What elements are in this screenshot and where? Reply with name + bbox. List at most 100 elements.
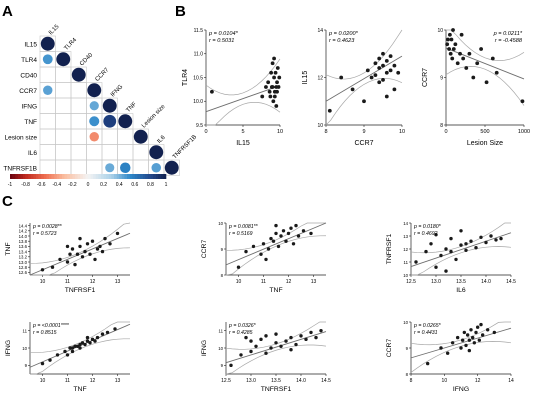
heatmap-grid-cell <box>70 97 87 114</box>
stat-annotation: r = 0.5169 <box>229 231 253 237</box>
y-tick-label: 9 <box>221 363 224 368</box>
data-point <box>479 47 483 51</box>
y-axis-label: CCR7 <box>386 339 393 358</box>
data-point <box>470 335 475 340</box>
confidence-band-upper <box>205 58 281 96</box>
data-point <box>475 61 480 66</box>
confidence-band-lower <box>225 235 327 276</box>
data-point <box>55 353 60 357</box>
data-point <box>396 70 401 75</box>
data-point <box>40 361 45 366</box>
stat-annotation: r = 0.4692 <box>414 231 438 237</box>
confidence-band-upper <box>29 321 130 354</box>
data-point <box>464 242 468 246</box>
regression-line <box>225 331 327 364</box>
data-point <box>381 63 385 68</box>
x-tick-label: 5 <box>241 129 244 135</box>
x-tick-label: 10 <box>277 129 283 135</box>
colorbar-segment <box>56 174 60 179</box>
data-point <box>70 247 75 251</box>
x-tick-label: 14 <box>508 378 514 384</box>
data-point <box>388 68 393 73</box>
heatmap-row-label: CD40 <box>20 73 37 80</box>
y-tick-label: 12 <box>317 75 323 81</box>
stat-annotation: p = 0.0200* <box>328 31 359 37</box>
data-point <box>275 66 280 70</box>
heatmap-diagonal-label: IL6 <box>157 134 168 145</box>
y-tick-label: 9.5 <box>196 123 203 129</box>
data-point <box>449 249 453 254</box>
scatter-plot-8: 12.5 13.0 13.5 14.0 14.5 9 10 11 p = 0.0326*r = … <box>201 321 331 393</box>
colorbar-segment <box>137 174 141 179</box>
x-tick-label: 500 <box>480 129 489 135</box>
stat-annotation: p = 0.0326* <box>228 323 257 329</box>
data-point <box>50 265 55 269</box>
data-point <box>93 339 97 343</box>
data-point <box>90 239 95 243</box>
heatmap-correlation-circle <box>133 129 148 144</box>
data-point <box>289 335 293 340</box>
data-point <box>63 349 67 354</box>
y-tick-label: 8 <box>440 123 443 129</box>
data-point <box>98 244 102 249</box>
data-point <box>492 330 497 335</box>
data-point <box>261 242 266 246</box>
stat-annotation: p = 0.0211* <box>493 31 523 37</box>
regression-line <box>225 222 327 266</box>
colorbar-segment <box>23 174 26 179</box>
confidence-band-upper <box>446 29 525 61</box>
data-point <box>272 94 277 99</box>
data-point <box>289 226 293 230</box>
data-point <box>269 236 273 241</box>
heatmap-grid-cell <box>70 144 87 161</box>
x-tick-label: 0 <box>204 129 207 135</box>
data-point <box>472 341 477 345</box>
heatmap-diagonal-label: IL15 <box>48 23 61 36</box>
heatmap-grid-cell <box>163 159 180 176</box>
data-point <box>450 341 455 345</box>
data-point <box>78 342 82 347</box>
colorbar-segment <box>140 174 143 179</box>
heatmap-grid-cell <box>70 128 87 145</box>
panel-label-a: A <box>2 3 13 20</box>
data-point <box>444 269 448 273</box>
colorbar-segment <box>163 174 167 179</box>
data-point <box>85 242 90 246</box>
data-point <box>309 330 313 335</box>
data-point <box>304 337 308 342</box>
heatmap-correlation-circle <box>151 162 162 173</box>
y-tick-label: 10 <box>403 320 408 325</box>
data-point <box>424 249 428 254</box>
data-point <box>458 51 462 56</box>
data-point <box>73 262 77 267</box>
data-point <box>377 80 382 85</box>
data-point <box>284 239 288 243</box>
colorbar-segment <box>150 174 154 179</box>
x-tick-label: 12.5 <box>406 279 416 285</box>
x-axis-label: IL15 <box>236 140 250 147</box>
x-tick-label: 10 <box>40 378 46 384</box>
y-axis-label: IFNG <box>5 340 12 356</box>
heatmap-correlation-circle <box>102 98 117 113</box>
data-point <box>459 32 464 37</box>
colorbar-segment <box>77 174 81 179</box>
x-axis-label: TNF <box>73 386 86 393</box>
panel-label-c: C <box>2 193 13 210</box>
data-point <box>276 85 281 89</box>
y-axis-label: CCR7 <box>201 240 208 259</box>
heatmap-correlation-circle <box>103 114 117 128</box>
heatmap-correlation-circle <box>87 83 102 98</box>
data-point <box>83 249 87 254</box>
data-point <box>461 56 466 61</box>
x-tick-label: 13 <box>311 279 317 285</box>
y-tick-label: 14 <box>403 221 408 226</box>
data-point <box>100 249 105 254</box>
regression-line <box>325 55 403 102</box>
y-tick-label: 13.0 <box>19 260 28 265</box>
data-point <box>451 47 456 51</box>
data-point <box>259 252 263 256</box>
data-point <box>434 265 438 269</box>
data-point <box>479 322 483 327</box>
y-tick-label: 11.5 <box>194 28 204 34</box>
y-tick-label: 11 <box>404 260 409 265</box>
